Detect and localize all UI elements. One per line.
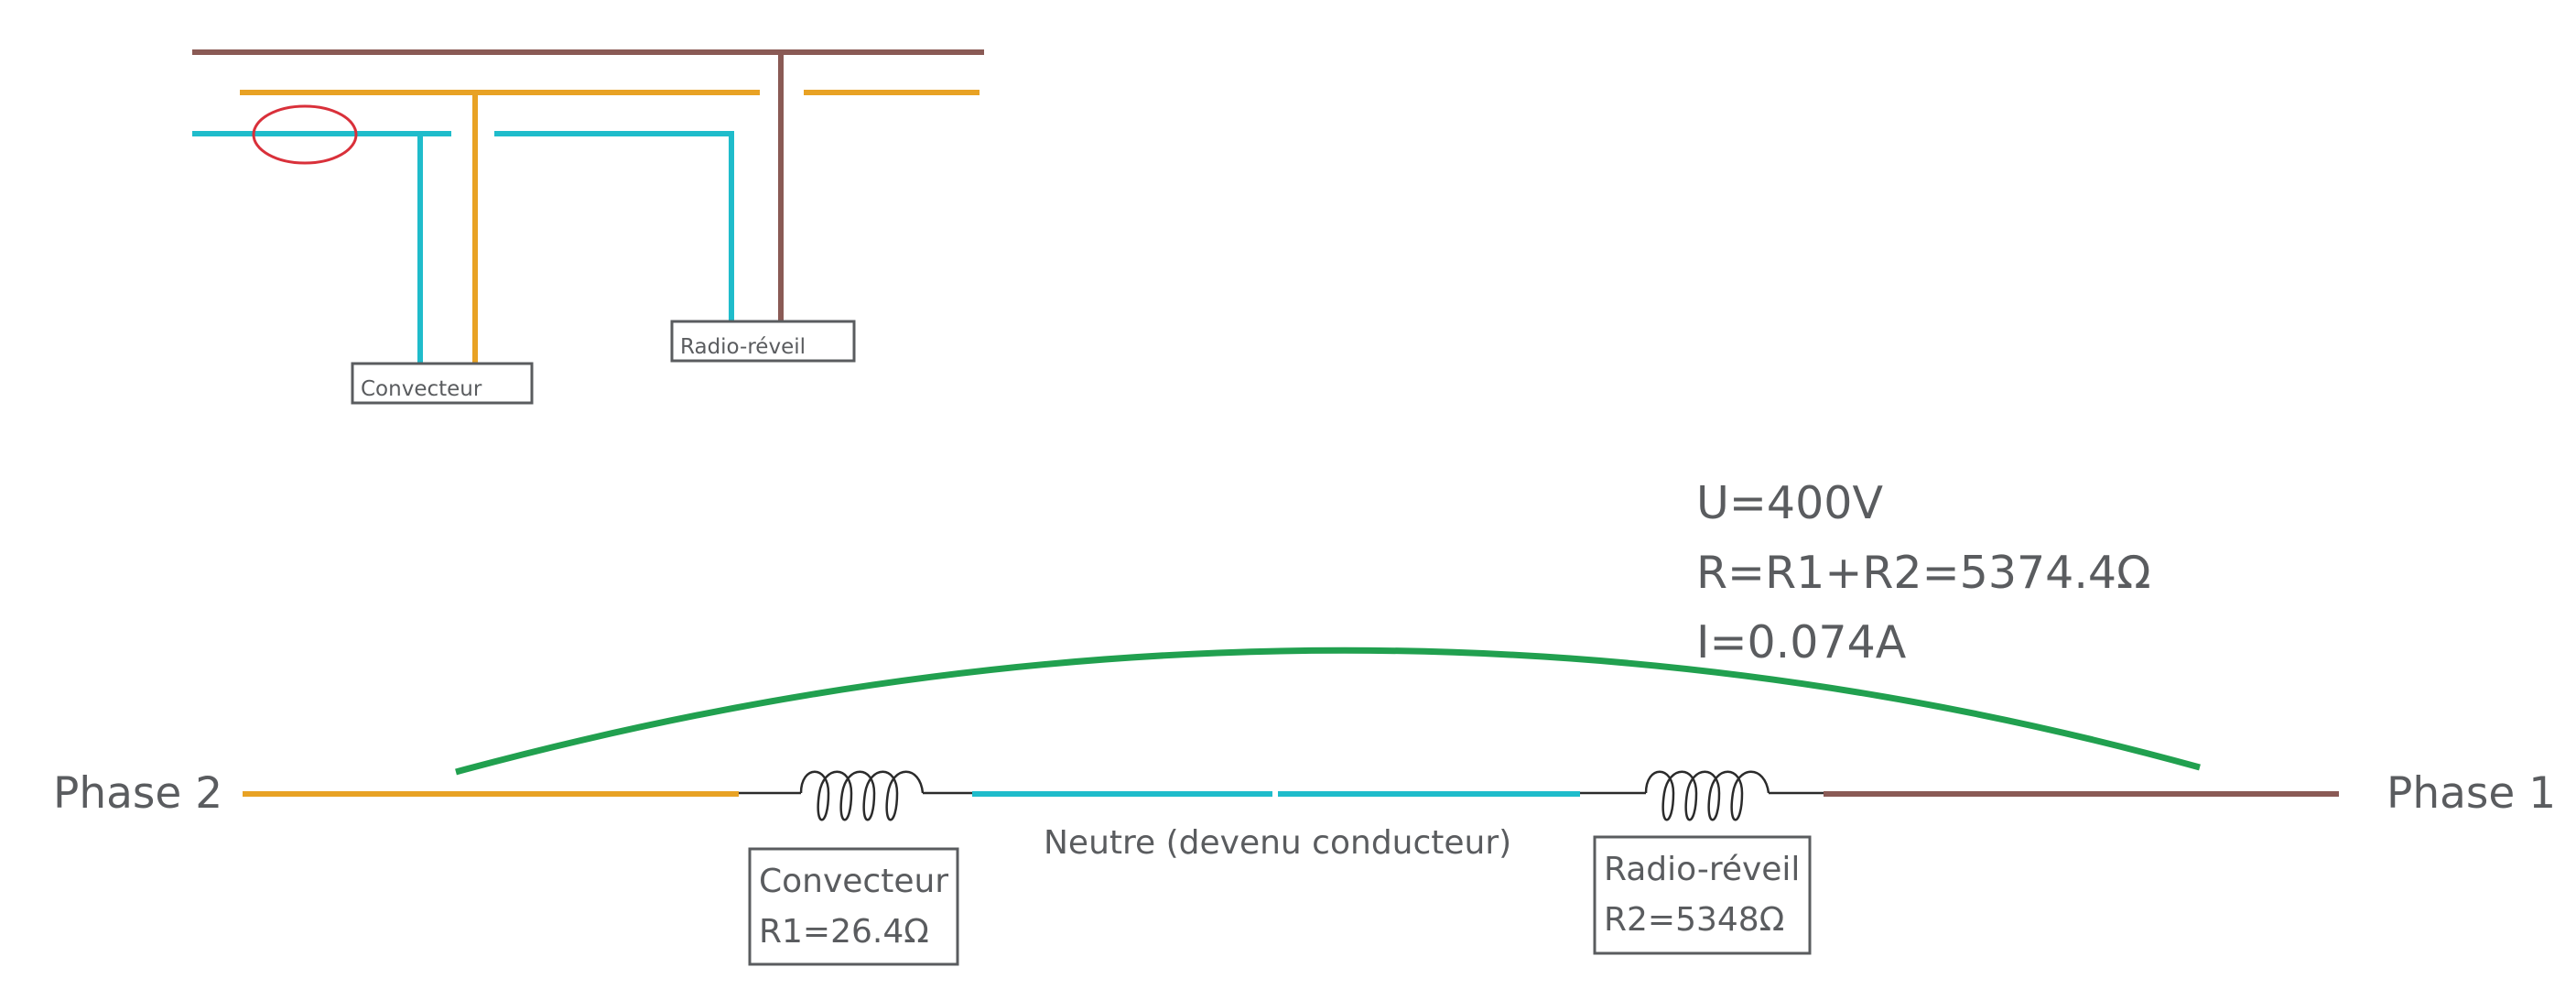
radio-box <box>1593 835 1812 955</box>
phase2-label: Phase 2 <box>53 768 222 819</box>
formula-voltage: U=400V <box>1696 477 1883 529</box>
convecteur-value: R1=26.4Ω <box>759 913 929 951</box>
formula-block: U=400V R=R1+R2=5374.4Ω I=0.074A <box>1696 477 2151 668</box>
neutral-label: Neutre (devenu conducteur) <box>1044 824 1511 862</box>
radio-value: R2=5348Ω <box>1604 901 1784 939</box>
phase1-label: Phase 1 <box>2387 768 2556 819</box>
radio-coil <box>1644 770 1770 821</box>
radio-name: Radio-réveil <box>1604 851 1800 888</box>
convecteur-box <box>748 847 959 966</box>
equivalent-circuit: Phase 2 Neutre (devenu conducteur) Phase… <box>53 768 2556 966</box>
leak-highlight-ellipse <box>252 104 358 165</box>
convecteur-coil <box>799 770 925 821</box>
current-path-arc <box>455 647 2201 776</box>
convecteur-name: Convecteur <box>759 863 948 900</box>
top-convecteur-box <box>351 362 534 405</box>
top-radio-box <box>670 320 856 363</box>
formula-current: I=0.074A <box>1696 616 1907 668</box>
top-radio-label: Radio-réveil <box>680 335 806 359</box>
formula-resistance: R=R1+R2=5374.4Ω <box>1696 547 2151 599</box>
top-convecteur-label: Convecteur <box>361 377 482 401</box>
top-wiring-diagram: Convecteur Radio-réveil <box>192 49 984 405</box>
